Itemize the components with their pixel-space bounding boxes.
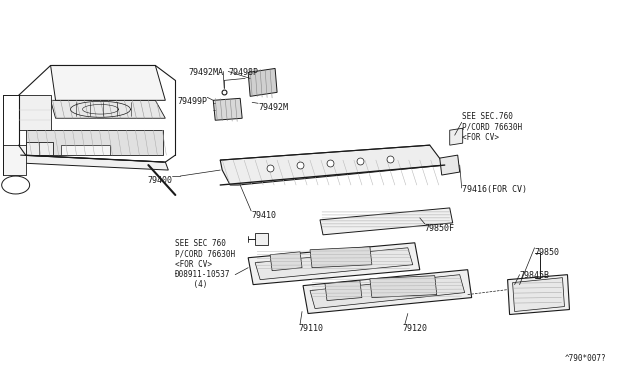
Polygon shape [270,252,302,271]
Polygon shape [248,68,277,96]
Polygon shape [325,280,362,301]
Polygon shape [310,247,372,268]
Polygon shape [220,145,445,185]
Polygon shape [51,65,165,100]
Text: 79492MA: 79492MA [188,68,223,77]
Polygon shape [26,142,52,155]
Text: 79845B: 79845B [520,271,550,280]
Polygon shape [310,275,465,308]
Polygon shape [26,130,163,155]
Text: 79850F: 79850F [425,224,455,233]
Text: 79410: 79410 [251,211,276,220]
Text: 79110: 79110 [298,324,323,333]
Text: Ð08911-10537
    (4): Ð08911-10537 (4) [175,270,231,289]
Polygon shape [61,145,111,155]
Polygon shape [255,233,268,245]
Polygon shape [508,275,570,314]
Polygon shape [303,270,472,314]
Text: 79120: 79120 [403,324,428,333]
Polygon shape [513,278,564,311]
Polygon shape [19,155,168,170]
Polygon shape [440,155,460,175]
Polygon shape [3,145,26,175]
Text: SEE SEC 760
P/CORD 76630H
<FOR CV>: SEE SEC 760 P/CORD 76630H <FOR CV> [175,239,236,269]
Text: 79850: 79850 [534,248,559,257]
Polygon shape [320,208,452,235]
Polygon shape [248,243,420,285]
Text: ^790*007?: ^790*007? [564,355,606,363]
Polygon shape [370,276,436,298]
Text: SEE SEC.760
P/CORD 76630H
<FOR CV>: SEE SEC.760 P/CORD 76630H <FOR CV> [461,112,522,142]
Polygon shape [255,248,413,280]
Text: 79498P: 79498P [228,68,258,77]
Text: 79416(FOR CV): 79416(FOR CV) [461,185,527,194]
Polygon shape [450,128,463,145]
Text: 79492M: 79492M [258,103,288,112]
Polygon shape [19,95,51,130]
Text: 79400: 79400 [147,176,172,185]
Polygon shape [51,100,165,118]
Polygon shape [213,98,242,120]
Text: 79499P: 79499P [177,97,207,106]
